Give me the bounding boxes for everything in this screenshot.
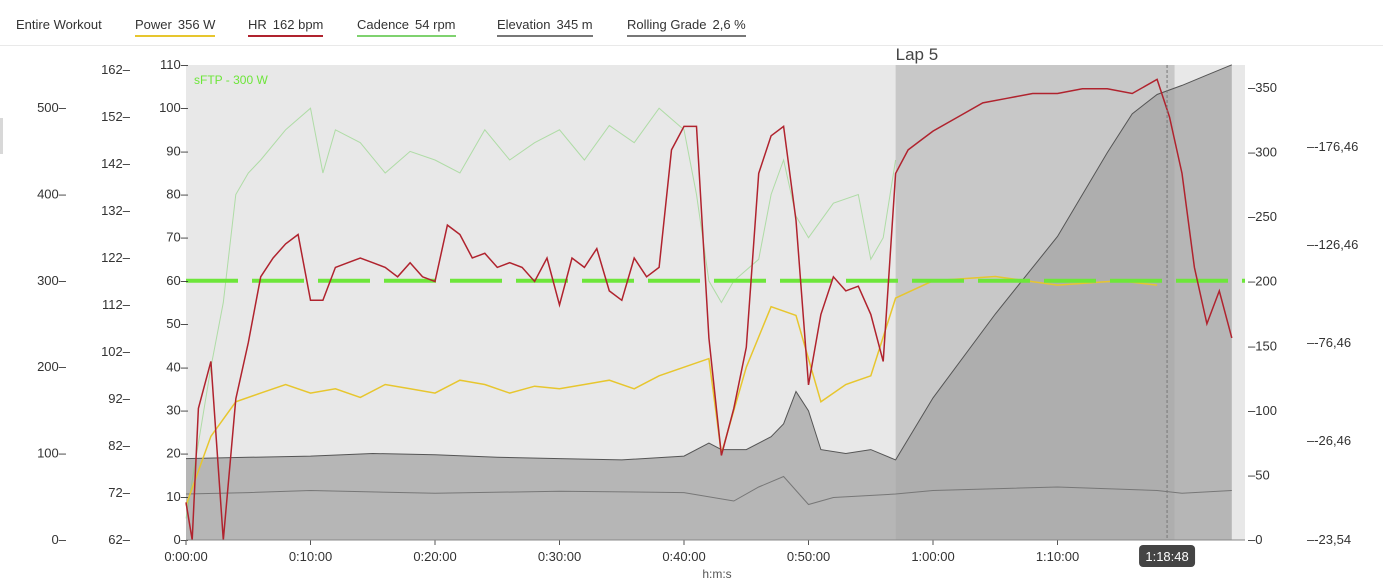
grade-line: [185, 475, 1232, 506]
legend-cadence-label: Cadence: [357, 17, 410, 32]
cadence-axis-tick: 20–: [166, 446, 188, 461]
legend-item-cadence[interactable]: Cadence 54 rpm: [357, 17, 456, 37]
power-axis-tick: 0–: [52, 532, 67, 547]
elevation-axis-tick: –50: [1248, 467, 1270, 482]
cursor-time-label: 1:18:48: [1145, 549, 1188, 564]
elevation-axis-tick: –150: [1248, 338, 1277, 353]
legend-elevation-label: Elevation: [497, 17, 551, 32]
x-axis-tick: 0:10:00: [289, 549, 332, 564]
elevation-axis-tick: –300: [1248, 145, 1277, 160]
legend-hr-value: 162 bpm: [272, 17, 324, 32]
cadence-axis-tick: 10–: [166, 489, 188, 504]
cadence-axis-tick: 40–: [166, 359, 188, 374]
power-axis-tick: 200–: [37, 359, 67, 374]
elevation-area: [186, 64, 1232, 541]
grade-axis-tick: –-176,46: [1307, 139, 1358, 154]
power-axis-tick: 400–: [37, 186, 67, 201]
legend-cadence-value: 54 rpm: [415, 17, 456, 32]
entire-workout-text: Entire Workout: [16, 17, 102, 32]
grade-axis-tick: –-23,54: [1307, 532, 1351, 547]
legend-divider: [0, 45, 1383, 46]
elevation-axis-tick: –100: [1248, 403, 1277, 418]
grade-axis-tick: –-26,46: [1307, 433, 1351, 448]
x-axis-tick: 0:20:00: [413, 549, 456, 564]
x-axis-tick: 0:30:00: [538, 549, 581, 564]
x-axis-tick: 1:10:00: [1036, 549, 1079, 564]
legend-bar: Entire Workout Power 356 W HR 162 bpm Cade…: [0, 0, 1383, 40]
lap-label: Lap 5: [896, 46, 939, 64]
cadence-axis-tick: 70–: [166, 230, 188, 245]
legend-elevation-value: 345 m: [556, 17, 593, 32]
hr-axis-tick: 132–: [101, 203, 131, 218]
hr-axis-tick: 142–: [101, 156, 131, 171]
hr-axis-tick: 92–: [108, 391, 130, 406]
cadence-axis-tick: 0–: [174, 532, 189, 547]
x-axis-tick: 0:50:00: [787, 549, 830, 564]
sftp-label: sFTP - 300 W: [194, 73, 268, 87]
cadence-axis-tick: 90–: [166, 143, 188, 158]
cadence-axis-tick: 110–: [160, 57, 189, 72]
elevation-axis-tick: –250: [1248, 209, 1277, 224]
legend-hr-label: HR: [248, 17, 267, 32]
x-axis-tick: 0:00:00: [164, 549, 207, 564]
x-axis-label: h:m:s: [702, 567, 731, 581]
cadence-axis-tick: 50–: [166, 316, 188, 331]
elevation-line: [185, 64, 1232, 461]
hr-axis-tick: 72–: [108, 485, 130, 500]
hr-axis-tick: 122–: [101, 250, 131, 265]
legend-power-value: 356 W: [177, 17, 216, 32]
x-axis-tick: 1:00:00: [911, 549, 954, 564]
power-axis-tick: 100–: [37, 446, 67, 461]
cursor-time-badge: [1139, 545, 1196, 567]
legend-item-hr[interactable]: HR 162 bpm: [248, 17, 324, 37]
elevation-axis-tick: –350: [1248, 80, 1277, 95]
grade-axis-tick: –-126,46: [1307, 237, 1358, 252]
workout-chart[interactable]: Lap 5 sFTP - 300 W 0– 100– 200– 300– 400– 500– 6…: [0, 46, 1383, 583]
hr-axis-tick: 112–: [102, 297, 131, 312]
left-edge-handle[interactable]: [0, 118, 3, 154]
cadence-axis-tick: 60–: [166, 273, 188, 288]
legend-item-elevation[interactable]: Elevation 345 m: [497, 17, 593, 37]
legend-grade-value: 2,6 %: [712, 17, 746, 32]
legend-item-power[interactable]: Power 356 W: [135, 17, 216, 37]
cadence-axis-tick: 100–: [159, 100, 189, 115]
power-axis-tick: 500–: [37, 100, 67, 115]
elevation-axis-tick: –200: [1248, 274, 1277, 289]
hr-axis-tick: 82–: [108, 438, 130, 453]
power-axis-tick: 300–: [37, 273, 67, 288]
legend-item-grade[interactable]: Rolling Grade 2,6 %: [627, 17, 746, 37]
hr-line: [185, 78, 1233, 541]
cadence-axis-tick: 80–: [166, 187, 188, 202]
power-line: [185, 275, 1158, 506]
hr-axis-tick: 162–: [101, 62, 131, 77]
hr-axis-tick: 102–: [101, 344, 131, 359]
hr-axis-tick: 152–: [101, 109, 131, 124]
elevation-axis-tick: –0: [1248, 532, 1262, 547]
x-axis-tick: 0:40:00: [662, 549, 705, 564]
legend-grade-label: Rolling Grade: [627, 17, 707, 32]
hr-axis-tick: 62–: [108, 532, 130, 547]
legend-power-label: Power: [135, 17, 172, 32]
entire-workout-label[interactable]: Entire Workout: [16, 17, 102, 35]
cadence-axis-tick: 30–: [166, 402, 188, 417]
grade-axis-tick: –-76,46: [1307, 335, 1351, 350]
